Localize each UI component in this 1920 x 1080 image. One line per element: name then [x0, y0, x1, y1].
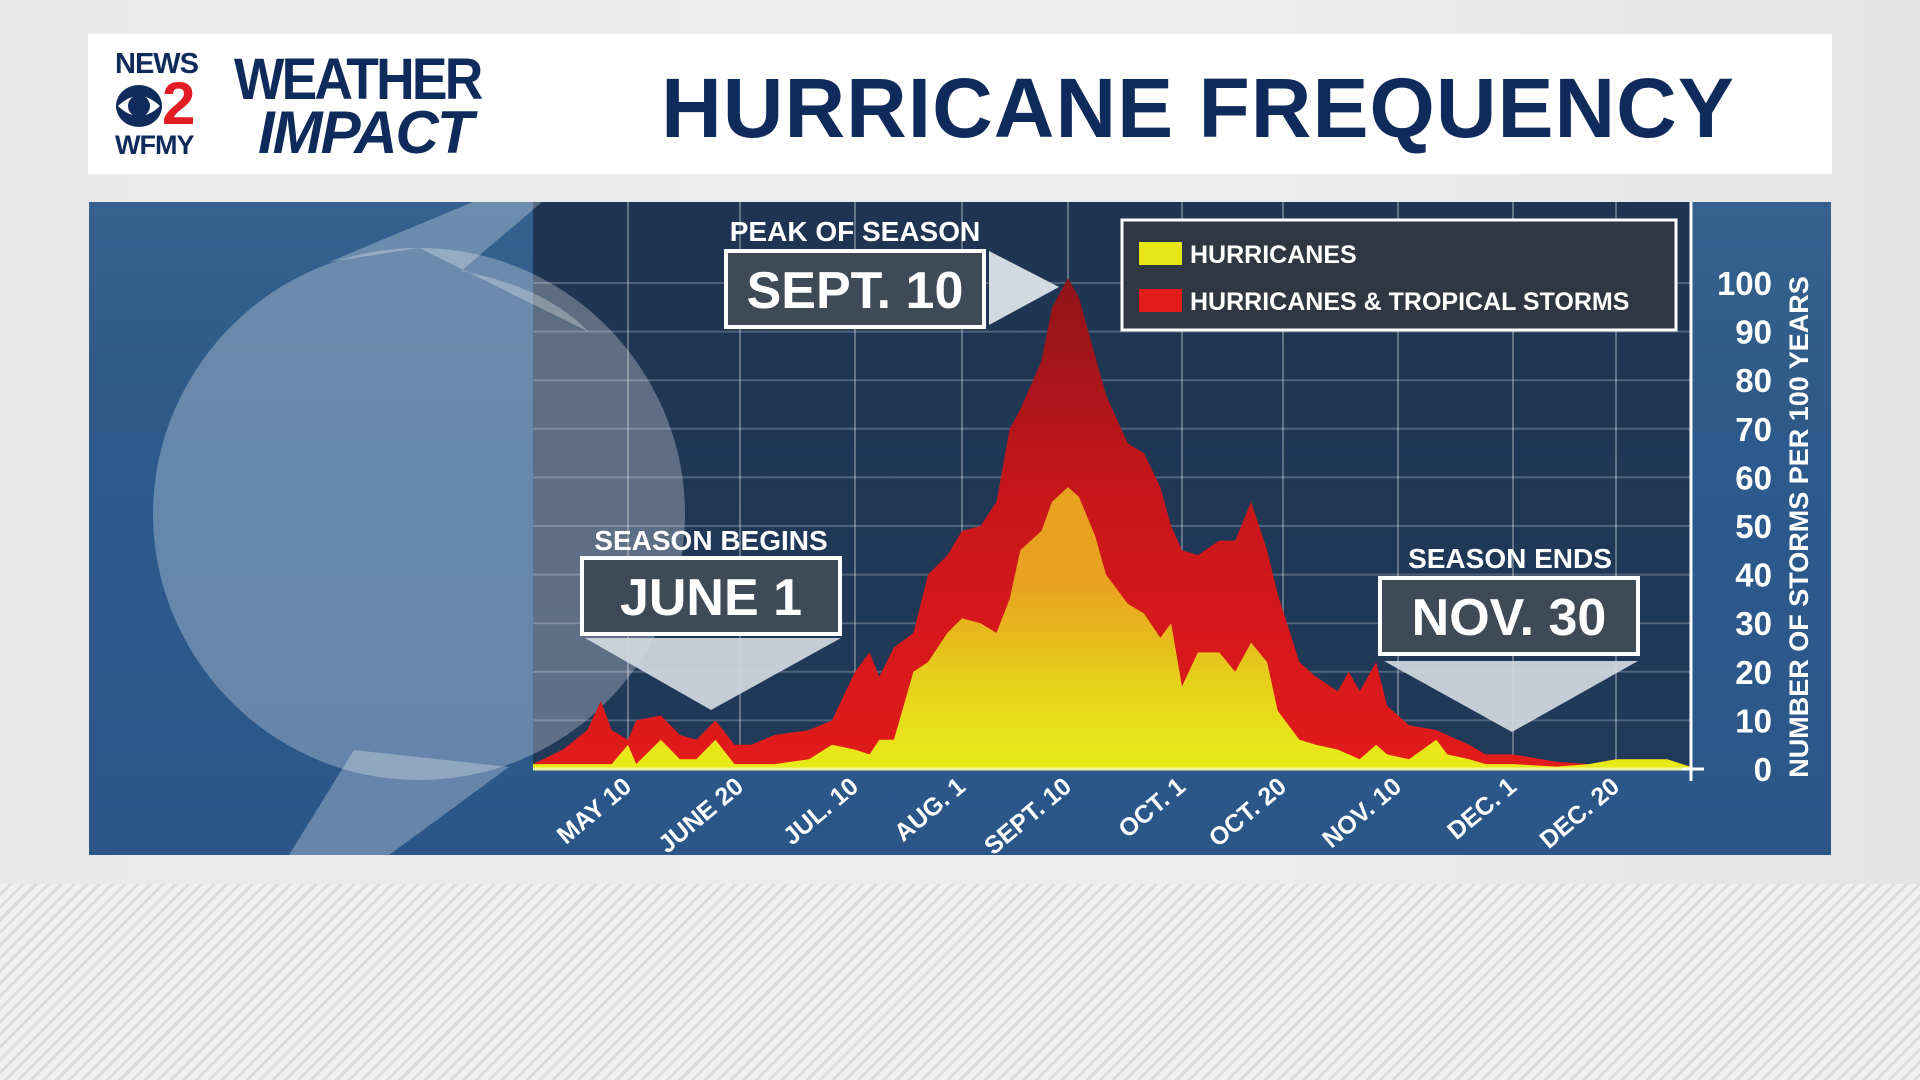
annotations: PEAK OF SEASON SEPT. 10 SEASON BEGINS JU… — [580, 216, 1640, 732]
background-stripes — [0, 884, 1920, 1080]
peak-arrow-icon — [989, 251, 1059, 325]
legend-label-hurricanes: HURRICANES — [1190, 241, 1357, 269]
y-tick-label: 100 — [1717, 265, 1772, 302]
y-tick-label: 90 — [1735, 314, 1772, 351]
legend-swatch-hurricanes — [1139, 242, 1182, 265]
x-tick-label: DEC. 1 — [1442, 772, 1522, 845]
y-tick-label: 50 — [1735, 508, 1772, 545]
end-caption: SEASON ENDS — [1408, 543, 1612, 574]
page-title: HURRICANE FREQUENCY — [661, 61, 1735, 155]
legend-box — [1120, 218, 1678, 332]
peak-date: SEPT. 10 — [747, 262, 964, 320]
hurricane-icon — [153, 202, 685, 855]
y-tick-label: 70 — [1735, 411, 1772, 448]
y-tick-label: 0 — [1754, 751, 1772, 788]
season-ends-annotation: SEASON ENDS NOV. 30 — [1378, 543, 1640, 732]
x-tick-label: AUG. 1 — [889, 772, 971, 847]
x-tick-label: SEPT. 10 — [979, 772, 1077, 855]
legend-swatch-tropical — [1139, 289, 1182, 312]
end-date: NOV. 30 — [1412, 589, 1607, 647]
season-begins-annotation: SEASON BEGINS JUNE 1 — [580, 525, 842, 710]
hurricane-frequency-chart: 0 10 20 30 40 50 60 70 80 90 100 MAY 10 JUNE 20 JUL. … — [153, 202, 1814, 855]
header-bar: NEWS 2 WFMY WEATHER IMPACT HURRICANE FRE… — [88, 34, 1832, 174]
peak-annotation: PEAK OF SEASON SEPT. 10 — [724, 216, 1059, 329]
x-tick-label: OCT. 1 — [1113, 772, 1191, 844]
area-tropical-storms — [533, 278, 1690, 769]
begin-arrow-icon — [585, 638, 841, 710]
begin-date-box — [580, 556, 842, 636]
begin-date: JUNE 1 — [620, 569, 802, 627]
chart-panel: 0 10 20 30 40 50 60 70 80 90 100 MAY 10 JUNE 20 JUL. … — [89, 202, 1831, 855]
x-tick-label: MAY 10 — [552, 772, 637, 850]
end-date-box — [1378, 576, 1640, 656]
x-tick-label: OCT. 20 — [1204, 772, 1292, 852]
end-arrow-icon — [1384, 661, 1638, 732]
y-tick-label: 30 — [1735, 605, 1772, 642]
y-tick-label: 10 — [1735, 702, 1772, 739]
x-tick-label: NOV. 10 — [1317, 772, 1407, 854]
y-tick-label: 80 — [1735, 362, 1772, 399]
peak-date-box — [724, 249, 986, 329]
y-tick-label: 20 — [1735, 654, 1772, 691]
legend: HURRICANES HURRICANES & TROPICAL STORMS — [1120, 218, 1678, 332]
y-axis-label: NUMBER OF STORMS PER 100 YEARS — [1784, 276, 1814, 778]
x-tick-label: JUL. 10 — [778, 772, 864, 851]
area-hurricanes — [533, 487, 1690, 769]
data-areas — [533, 278, 1690, 769]
x-tick-label: DEC. 20 — [1534, 772, 1624, 854]
legend-label-tropical: HURRICANES & TROPICAL STORMS — [1190, 288, 1629, 316]
peak-caption: PEAK OF SEASON — [730, 216, 980, 247]
y-tick-label: 40 — [1735, 557, 1772, 594]
y-tick-label: 60 — [1735, 459, 1772, 496]
x-tick-label: JUNE 20 — [653, 772, 749, 855]
cbs-eye-icon — [116, 85, 162, 127]
begin-caption: SEASON BEGINS — [594, 525, 827, 556]
